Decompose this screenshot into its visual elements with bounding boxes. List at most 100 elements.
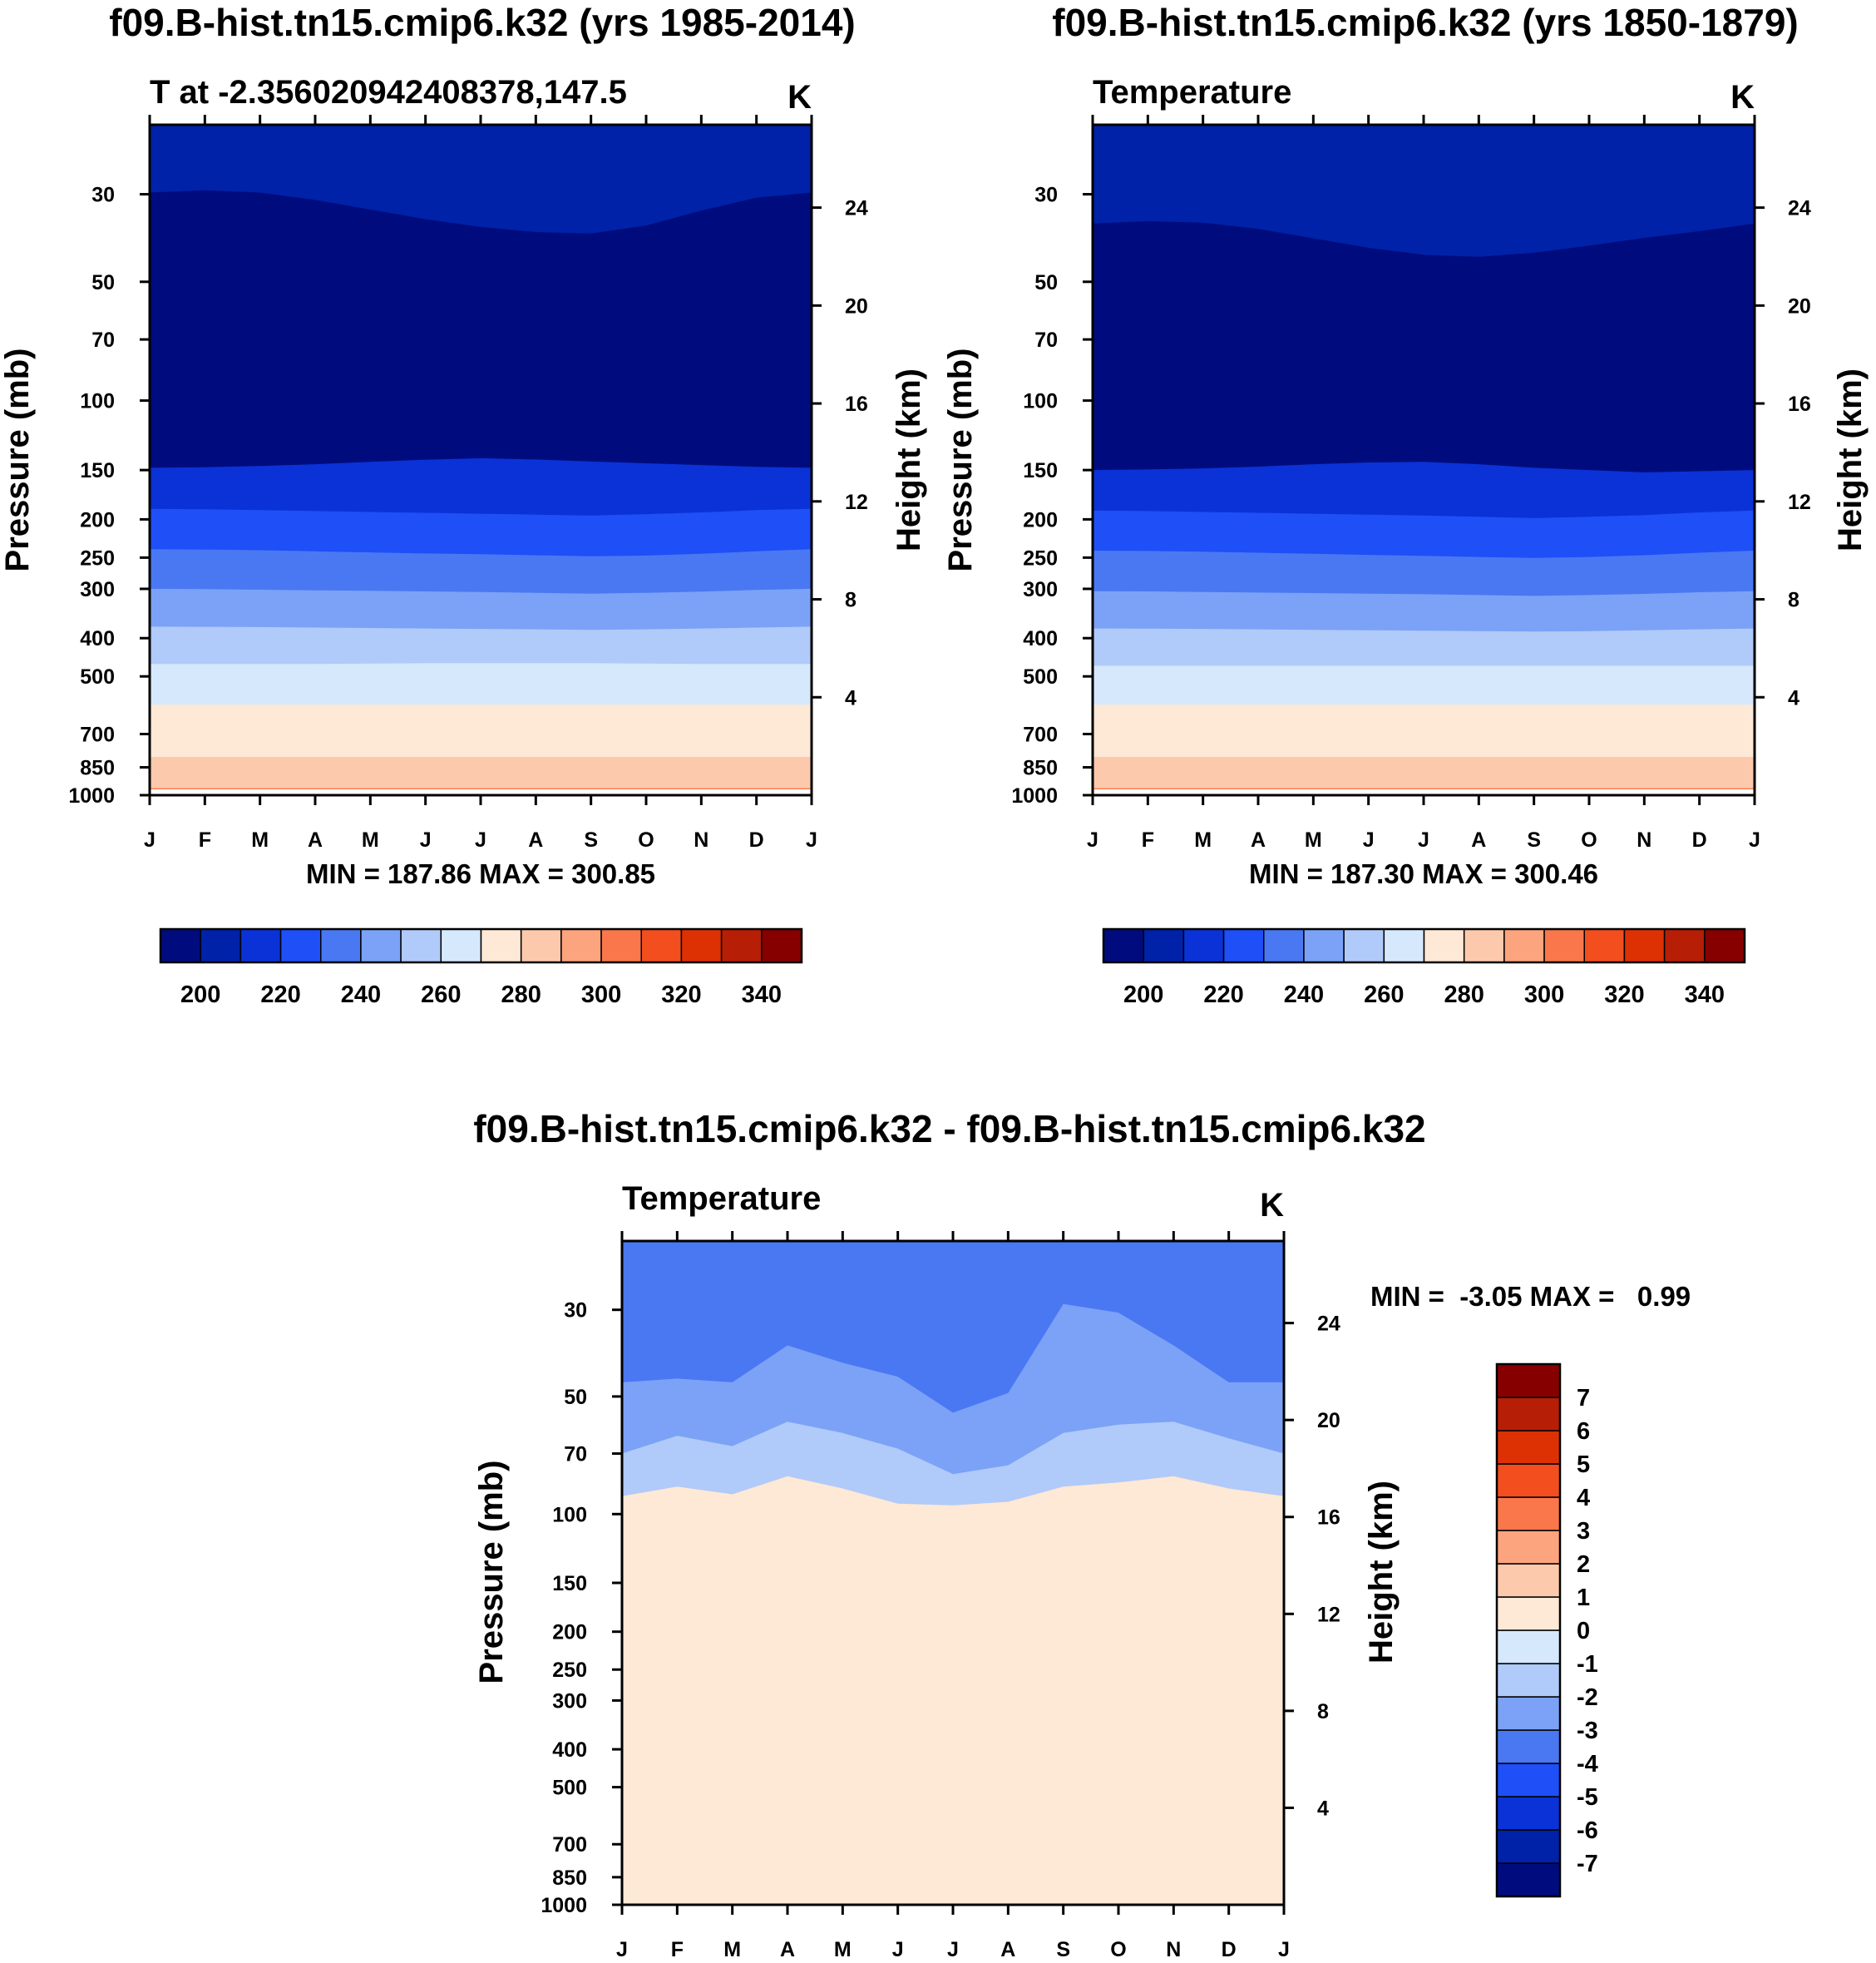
colorbar-box (1383, 928, 1425, 963)
month-label: M (834, 1938, 852, 1961)
colorbar-label: 320 (661, 982, 701, 1008)
height-tick-labels: 4 8 12 16 20 24 (1788, 197, 1811, 710)
colorbar-box (1543, 928, 1585, 963)
colorbar-label: 0 (1577, 1618, 1590, 1644)
colorbar-label: 200 (180, 982, 220, 1008)
colorbar-label: 280 (1444, 982, 1484, 1008)
pressure-label: 150 (80, 459, 115, 482)
colorbar-box (1496, 1363, 1561, 1398)
height-label: 12 (1788, 491, 1811, 514)
y2-axis-label: Height (km) (891, 368, 927, 551)
colorbar-box (1496, 1763, 1561, 1797)
colorbar-box (1496, 1696, 1561, 1731)
month-label: A (780, 1938, 795, 1961)
pressure-tick-labels: 30 50 70 100 150 200 250 300 400 500 700 850 1000 (68, 184, 115, 808)
pressure-label: 250 (1023, 546, 1058, 570)
colorbar-label: 5 (1577, 1451, 1590, 1478)
pressure-label: 70 (564, 1443, 587, 1466)
contour-fills (150, 125, 812, 795)
month-label: O (1110, 1938, 1126, 1961)
month-label: J (1278, 1938, 1290, 1961)
colorbar: 200 220 240 260 280 300 320 340 (159, 927, 803, 1008)
colorbar-box (1263, 928, 1305, 963)
colorbar-box (1496, 1829, 1561, 1864)
contour-fills (1093, 125, 1755, 795)
height-tick-labels: 4 8 12 16 20 24 (845, 197, 868, 710)
height-label: 8 (1788, 589, 1799, 612)
height-label: 12 (845, 491, 868, 514)
pressure-label: 150 (1023, 459, 1058, 482)
variable-label: T at -2.356020942408378,147.5 (150, 74, 627, 111)
month-label: S (584, 828, 598, 852)
colorbar-box (1496, 1463, 1561, 1498)
height-label: 4 (1317, 1797, 1329, 1820)
colorbar-label: 340 (1685, 982, 1725, 1008)
panel-1985-2014: f09.B-hist.tn15.cmip6.k32 (yrs 1985-2014… (0, 1, 927, 1008)
panel-difference: f09.B-hist.tn15.cmip6.k32 - f09.B-hist.t… (473, 1107, 1691, 1961)
colorbar-box (200, 928, 242, 963)
colorbar-box (239, 928, 282, 963)
colorbar-box (400, 928, 442, 963)
units-label: K (1730, 79, 1755, 116)
pressure-label: 500 (1023, 665, 1058, 689)
colorbar-box (1496, 1496, 1561, 1531)
colorbar-label: 220 (1203, 982, 1243, 1008)
height-label: 8 (845, 589, 857, 612)
colorbar-label: 6 (1577, 1418, 1590, 1445)
month-label: M (723, 1938, 741, 1961)
month-label: J (1749, 828, 1760, 852)
colorbar-label: 200 (1123, 982, 1163, 1008)
pressure-label: 1000 (1011, 784, 1058, 808)
colorbar-label: -3 (1577, 1718, 1598, 1744)
pressure-label: 70 (91, 329, 115, 352)
pressure-label: 300 (552, 1689, 587, 1713)
height-label: 24 (845, 197, 868, 220)
colorbar-label: 7 (1577, 1385, 1590, 1412)
month-label: N (1166, 1938, 1181, 1961)
y-axis-label: Pressure (mb) (0, 349, 36, 572)
pressure-label: 700 (1023, 724, 1058, 747)
colorbar-box (680, 928, 723, 963)
month-label: J (947, 1938, 959, 1961)
month-label: M (251, 828, 269, 852)
colorbar-label: 220 (260, 982, 300, 1008)
height-label: 24 (1788, 197, 1811, 220)
pressure-label: 850 (80, 757, 115, 780)
colorbar-label: 240 (1284, 982, 1324, 1008)
colorbar-label: 260 (1364, 982, 1404, 1008)
axis-ticks (140, 115, 822, 805)
colorbar-label: 240 (341, 982, 381, 1008)
pressure-label: 700 (552, 1833, 587, 1857)
colorbar-frame (1102, 927, 1746, 964)
contour-band--3 (622, 1241, 1284, 1413)
colorbar-box (1496, 1530, 1561, 1565)
units-label: K (787, 79, 812, 116)
pressure-label: 250 (80, 546, 115, 570)
pressure-label: 1000 (68, 784, 115, 808)
y-axis-label: Pressure (mb) (473, 1461, 510, 1684)
pressure-label: 150 (552, 1572, 587, 1595)
colorbar-label: -2 (1577, 1684, 1598, 1711)
colorbar-box (320, 928, 362, 963)
colorbar-box (1103, 928, 1144, 963)
month-label: M (1194, 828, 1212, 852)
month-label: J (806, 828, 817, 852)
min-max-label: MIN = 187.30 MAX = 300.46 (1249, 858, 1598, 889)
panel-title: f09.B-hist.tn15.cmip6.k32 (yrs 1850-1879… (1052, 1, 1798, 44)
pressure-label: 200 (1023, 508, 1058, 532)
month-label: J (144, 828, 156, 852)
contour-band-210 (1093, 125, 1755, 257)
month-label: J (1363, 828, 1375, 852)
colorbar-box (1423, 928, 1465, 963)
month-label: O (638, 828, 654, 852)
month-label: J (420, 828, 432, 852)
month-label: J (616, 1938, 628, 1961)
colorbar-box (480, 928, 522, 963)
month-label: M (362, 828, 379, 852)
month-label: F (1142, 828, 1154, 852)
pressure-label: 1000 (541, 1894, 587, 1917)
month-label: A (1471, 828, 1486, 852)
